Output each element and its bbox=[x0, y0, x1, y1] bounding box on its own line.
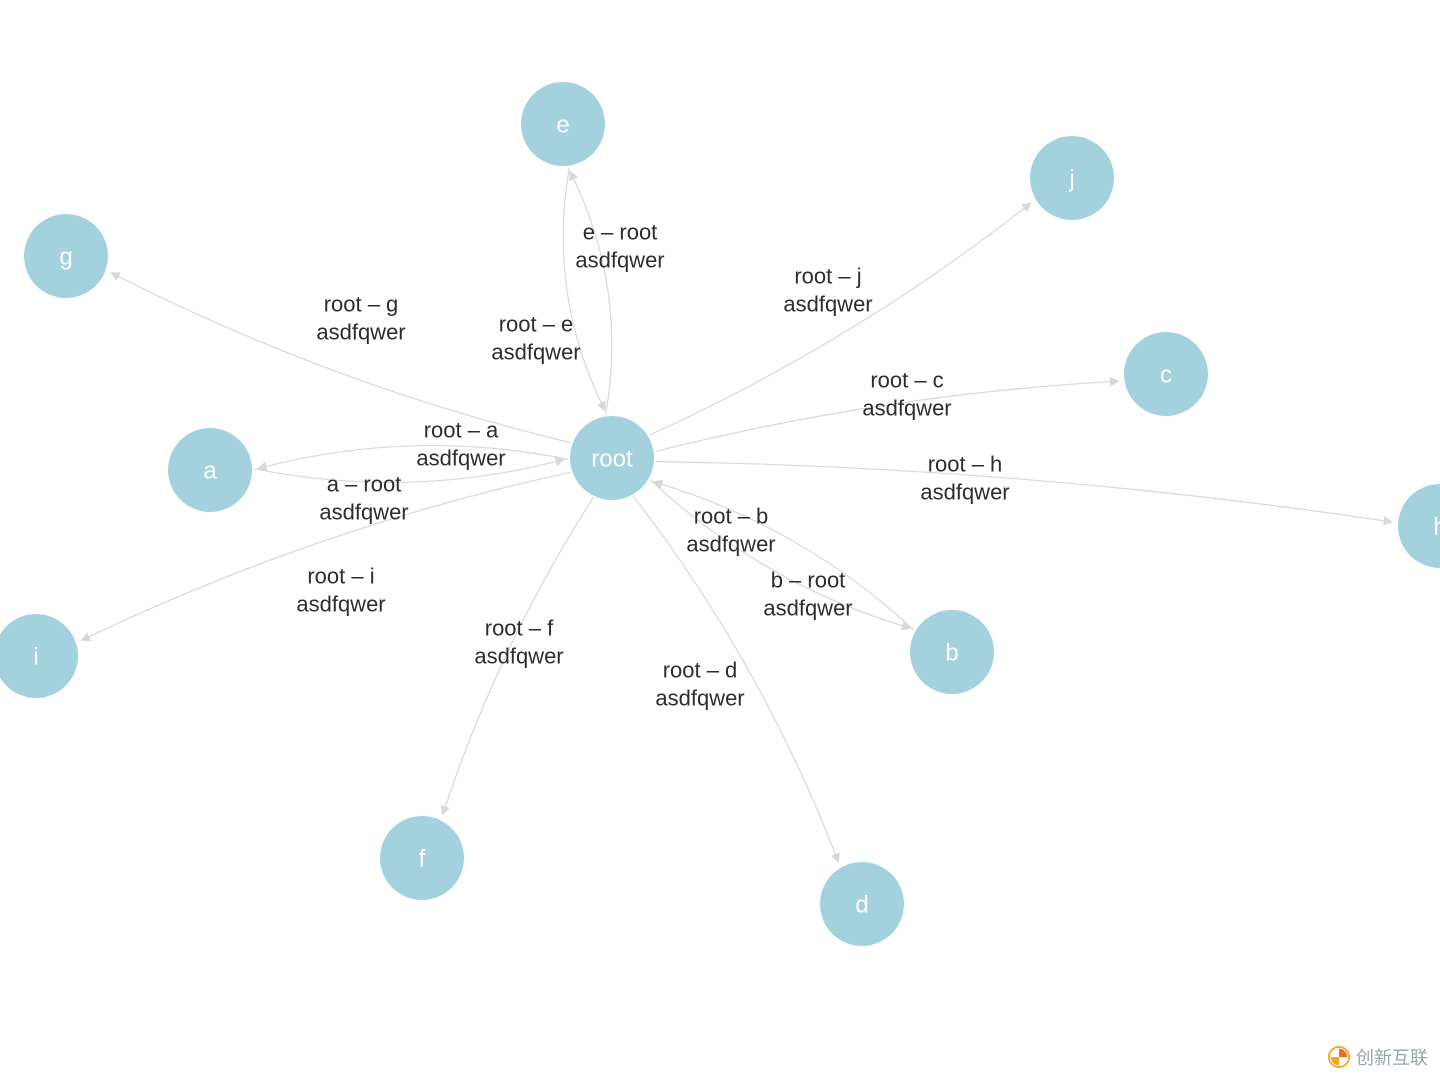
node-label: c bbox=[1160, 362, 1172, 389]
edge-root-c bbox=[656, 381, 1119, 451]
edge-root-j bbox=[650, 203, 1031, 435]
node-label: i bbox=[33, 644, 38, 671]
node-label: g bbox=[59, 244, 72, 271]
node-g[interactable]: g bbox=[24, 214, 108, 298]
node-circle[interactable] bbox=[0, 614, 78, 698]
watermark-icon bbox=[1328, 1046, 1350, 1068]
node-a[interactable]: a bbox=[168, 428, 252, 512]
edge-a-root bbox=[254, 459, 564, 482]
node-i[interactable]: i bbox=[0, 614, 78, 698]
node-label: d bbox=[855, 892, 868, 919]
edge-root-i bbox=[81, 472, 570, 640]
node-label: a bbox=[203, 458, 217, 485]
node-label: e bbox=[556, 112, 569, 139]
watermark: 创新互联 bbox=[1328, 1044, 1428, 1070]
node-root[interactable]: root bbox=[570, 416, 654, 500]
watermark-text: 创新互联 bbox=[1356, 1044, 1428, 1070]
edge-root-g bbox=[111, 273, 571, 443]
node-d[interactable]: d bbox=[820, 862, 904, 946]
edge-root-a bbox=[258, 446, 568, 469]
edge-root-h bbox=[656, 462, 1392, 522]
node-label: j bbox=[1068, 166, 1074, 193]
node-label: root bbox=[591, 446, 633, 473]
node-h[interactable]: h bbox=[1398, 484, 1440, 568]
nodes-layer: root a b c d e f g h i j bbox=[0, 82, 1440, 946]
graph-canvas: root a b c d e f g h i j bbox=[0, 0, 1440, 1080]
edges-layer bbox=[81, 168, 1392, 863]
node-label: h bbox=[1433, 514, 1440, 541]
node-f[interactable]: f bbox=[380, 816, 464, 900]
node-e[interactable]: e bbox=[521, 82, 605, 166]
edge-root-b bbox=[650, 480, 910, 628]
node-label: f bbox=[419, 846, 426, 873]
edge-root-f bbox=[443, 498, 594, 815]
node-c[interactable]: c bbox=[1124, 332, 1208, 416]
edge-b-root bbox=[654, 482, 914, 630]
node-j[interactable]: j bbox=[1030, 136, 1114, 220]
edge-root-d bbox=[634, 496, 839, 862]
node-label: b bbox=[945, 640, 958, 667]
node-b[interactable]: b bbox=[910, 610, 994, 694]
